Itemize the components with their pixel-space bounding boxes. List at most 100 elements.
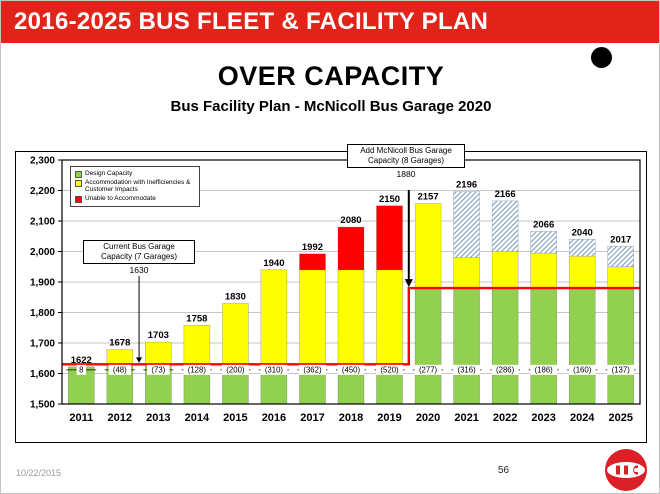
bar-segment bbox=[299, 253, 326, 271]
ytick-label: 2,100 bbox=[30, 217, 55, 228]
legend-label: Accommodation with Inefficiencies & Cust… bbox=[85, 179, 191, 194]
overage-box bbox=[453, 364, 481, 375]
overage-label: (286) bbox=[496, 366, 515, 375]
bar-segment bbox=[337, 226, 365, 271]
bar-segment bbox=[607, 266, 634, 289]
ttc-logo bbox=[605, 449, 647, 491]
bar-segment bbox=[453, 287, 480, 405]
annotation-current-arrowhead bbox=[136, 357, 143, 363]
bar-segment bbox=[414, 287, 442, 405]
bar-segment bbox=[299, 269, 326, 365]
bar-segment bbox=[491, 287, 519, 405]
year-label: 2023 bbox=[531, 412, 555, 424]
legend-item: Unable to Accommodate bbox=[75, 195, 195, 203]
bar-segment bbox=[106, 349, 134, 365]
bar-total-label: 2166 bbox=[495, 189, 516, 200]
year-label: 2013 bbox=[146, 412, 170, 424]
bar-segment bbox=[183, 325, 211, 365]
bar-total-label: 1622 bbox=[71, 355, 92, 366]
overage-box bbox=[76, 364, 86, 375]
bar-segment bbox=[607, 246, 634, 267]
bar-segment bbox=[376, 205, 403, 271]
chart-svg: 1,500 1,600 1,700 1,800 1,900 2,000 2,100 2,200… bbox=[30, 156, 641, 424]
year-label: 2024 bbox=[570, 412, 595, 424]
ytick-label: 2,000 bbox=[30, 247, 55, 258]
bar-total-label: 2157 bbox=[417, 192, 438, 203]
bar-segment bbox=[568, 287, 596, 405]
year-label: 2018 bbox=[339, 412, 363, 424]
chart-frame: 1,500 1,600 1,700 1,800 1,900 2,000 2,100 2,200… bbox=[15, 144, 647, 443]
annotation-text: Current Bus Garage Capacity (7 Garages) bbox=[83, 240, 195, 264]
bar-segment bbox=[530, 231, 557, 254]
year-label: 2012 bbox=[108, 412, 132, 424]
bar-segment bbox=[337, 269, 365, 365]
year-label: 2016 bbox=[262, 412, 286, 424]
bar-segment bbox=[376, 269, 403, 365]
ytick-label: 1,600 bbox=[30, 369, 55, 380]
overage-box bbox=[260, 364, 288, 375]
footer-date: 10/22/2015 bbox=[16, 468, 62, 478]
overage-label: 8 bbox=[79, 366, 83, 375]
ytick-label: 1,700 bbox=[30, 339, 55, 350]
bar-total-label: 2066 bbox=[533, 219, 554, 230]
bar-total-label: 1992 bbox=[302, 242, 323, 253]
banner-title: 2016-2025 BUS FLEET & FACILITY PLAN bbox=[14, 8, 489, 35]
overage-label: (160) bbox=[573, 366, 592, 375]
bar-total-label: 2080 bbox=[340, 215, 361, 226]
bar-total-label: 1758 bbox=[186, 313, 207, 324]
ytick-label: 2,200 bbox=[30, 186, 55, 197]
year-label: 2015 bbox=[223, 412, 247, 424]
overage-box bbox=[108, 364, 132, 375]
overage-box bbox=[337, 364, 365, 375]
year-label: 2020 bbox=[416, 412, 440, 424]
bar-segment bbox=[453, 257, 480, 289]
year-label: 2022 bbox=[493, 412, 517, 424]
legend-swatch bbox=[75, 195, 82, 203]
legend-label: Design Capacity bbox=[85, 170, 133, 177]
annotation-add-arrowhead bbox=[404, 279, 413, 288]
ytick-label: 1,500 bbox=[30, 400, 55, 411]
overage-label: (73) bbox=[151, 366, 165, 375]
bar-segment bbox=[260, 269, 288, 365]
bar-total-label: 1678 bbox=[109, 338, 130, 349]
year-label: 2025 bbox=[608, 412, 632, 424]
annotation-value: 1630 bbox=[127, 265, 151, 276]
ytick-label: 1,800 bbox=[30, 308, 55, 319]
year-label: 2011 bbox=[69, 412, 93, 424]
bar-segment bbox=[491, 200, 519, 252]
bar-segment bbox=[453, 191, 480, 258]
annotation-value: 1880 bbox=[394, 169, 418, 180]
overage-box bbox=[299, 364, 326, 375]
overage-box bbox=[414, 364, 442, 375]
bar-total-label: 2196 bbox=[456, 180, 477, 191]
overage-box bbox=[607, 364, 635, 375]
bar-total-label: 2017 bbox=[610, 234, 631, 245]
overage-box bbox=[491, 364, 519, 375]
overage-box bbox=[221, 364, 249, 375]
annotation-add: Add McNicoll Bus Garage Capacity (8 Garag… bbox=[347, 144, 465, 180]
overage-label: (128) bbox=[188, 366, 207, 375]
slide-banner: 2016-2025 BUS FLEET & FACILITY PLAN bbox=[1, 1, 659, 43]
overage-label: (450) bbox=[342, 366, 361, 375]
overage-box bbox=[147, 364, 170, 375]
bar-segment bbox=[530, 287, 557, 405]
legend-label: Unable to Accommodate bbox=[85, 194, 156, 202]
page-number: 56 bbox=[498, 465, 510, 476]
bar-segment bbox=[607, 287, 634, 405]
legend-swatch bbox=[75, 180, 82, 187]
overage-box bbox=[183, 364, 211, 375]
legend-item: Accommodation with Inefficiencies & Cust… bbox=[75, 179, 195, 194]
legend-swatch bbox=[75, 171, 82, 178]
bar-segment bbox=[222, 303, 249, 365]
bar-total-label: 2040 bbox=[572, 227, 593, 238]
year-label: 2021 bbox=[454, 412, 478, 424]
chart-legend: Design Capacity Accommodation with Ineffi… bbox=[70, 166, 200, 207]
bar-segment bbox=[530, 252, 557, 289]
annotation-current: Current Bus Garage Capacity (7 Garages) 16… bbox=[83, 240, 195, 276]
overage-box bbox=[530, 364, 558, 375]
bar-total-label: 1703 bbox=[148, 330, 169, 341]
bar-segment bbox=[491, 251, 519, 289]
bar-segment bbox=[568, 239, 596, 257]
ytick-label: 1,900 bbox=[30, 278, 55, 289]
